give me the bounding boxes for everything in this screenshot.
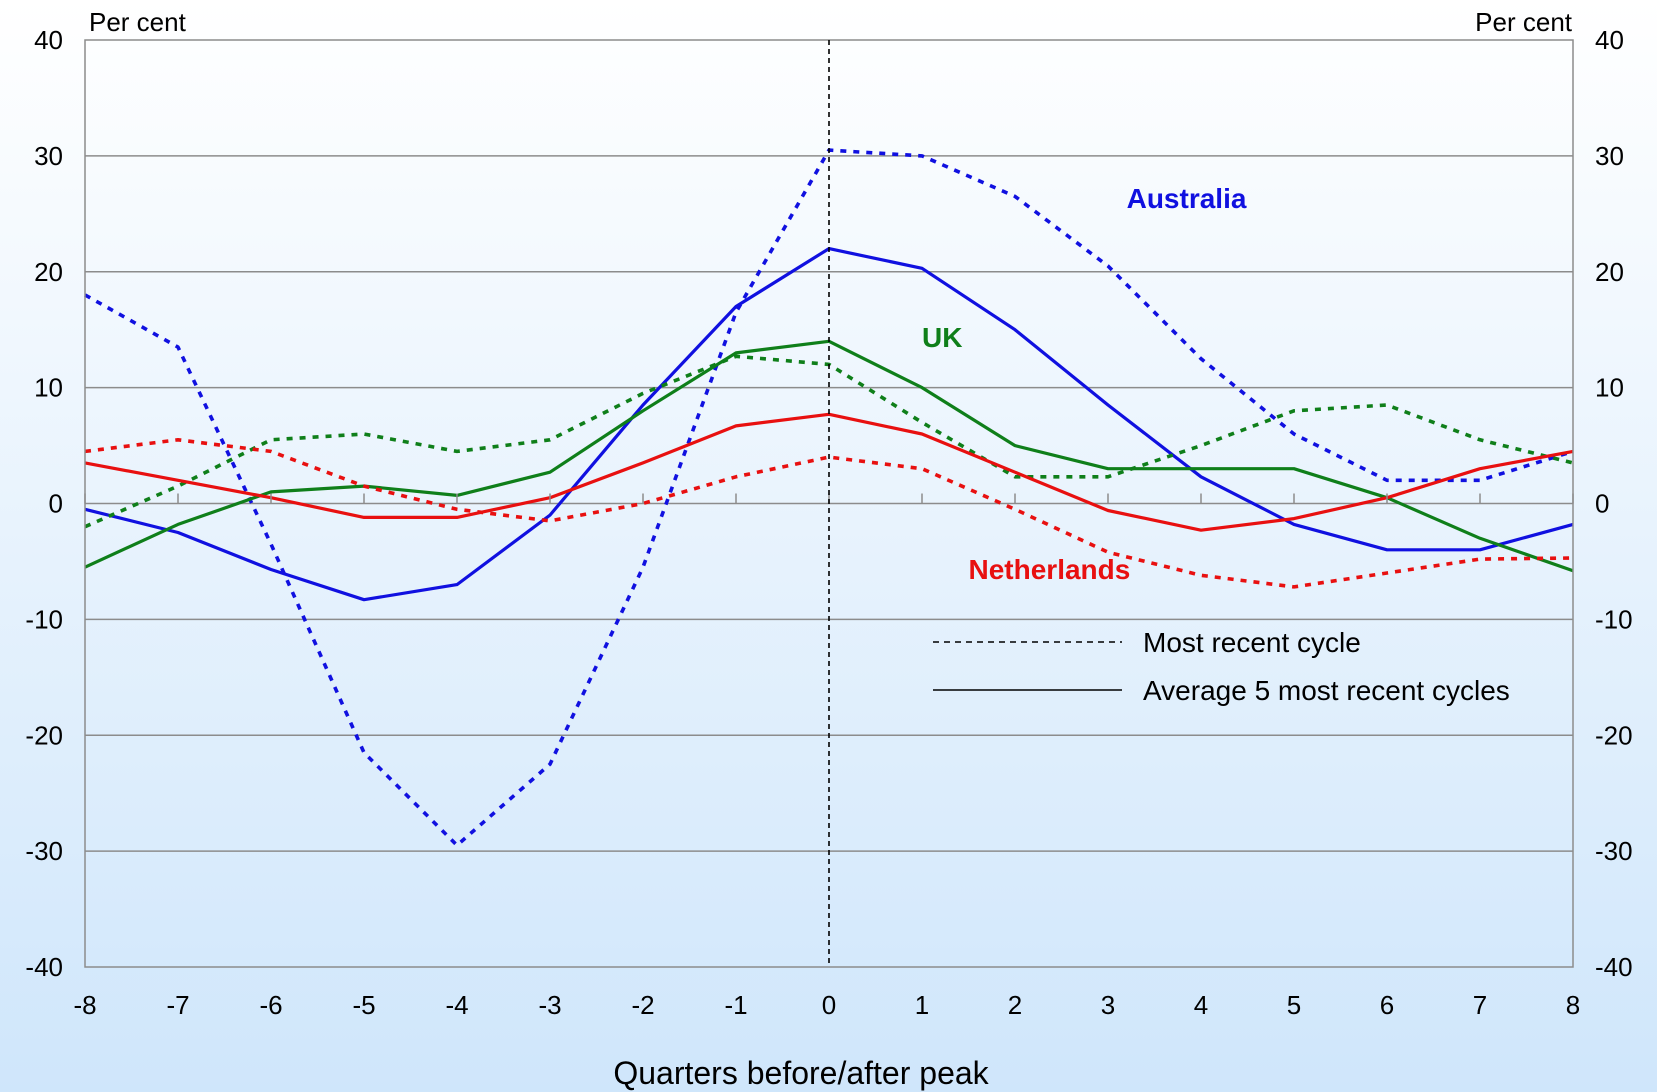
- y-tick-label-left: -30: [25, 836, 63, 866]
- labels: Per cent Per cent Quarters before/after …: [89, 7, 1573, 1091]
- x-tick-label: 1: [915, 990, 929, 1020]
- ylabel-left: Per cent: [89, 7, 187, 37]
- x-tick-label: -5: [352, 990, 375, 1020]
- y-tick-label-right: 10: [1595, 373, 1624, 403]
- x-tick-label: 6: [1380, 990, 1394, 1020]
- x-axis-label: Quarters before/after peak: [613, 1055, 989, 1091]
- x-tick-label: -3: [538, 990, 561, 1020]
- y-tick-label-left: 40: [34, 25, 63, 55]
- x-tick-label: 3: [1101, 990, 1115, 1020]
- y-tick-label-right: -30: [1595, 836, 1633, 866]
- x-tick-label: -2: [631, 990, 654, 1020]
- y-tick-label-left: -40: [25, 952, 63, 982]
- x-tick-label: -7: [166, 990, 189, 1020]
- legend-entry-label: Most recent cycle: [1143, 627, 1361, 658]
- y-tick-label-left: -10: [25, 604, 63, 634]
- legend-entry-label: Average 5 most recent cycles: [1143, 675, 1510, 706]
- series-label-uk: UK: [922, 322, 962, 353]
- y-tick-label-right: 40: [1595, 25, 1624, 55]
- series-line-netherlands-average: [84, 412, 1574, 532]
- y-tick-label-right: 30: [1595, 141, 1624, 171]
- y-tick-label-left: 0: [49, 489, 63, 519]
- x-tick-label: 0: [822, 990, 836, 1020]
- x-tick-label: 2: [1008, 990, 1022, 1020]
- x-tick-label: 5: [1287, 990, 1301, 1020]
- x-tick-label: 4: [1194, 990, 1208, 1020]
- y-tick-label-right: -20: [1595, 720, 1633, 750]
- y-tick-label-left: -20: [25, 720, 63, 750]
- x-tick-label: 8: [1566, 990, 1580, 1020]
- y-tick-label-right: -40: [1595, 952, 1633, 982]
- y-tick-label-right: 0: [1595, 489, 1609, 519]
- x-tick-label: -6: [259, 990, 282, 1020]
- ylabel-right: Per cent: [1475, 7, 1573, 37]
- legend: Most recent cycle Average 5 most recent c…: [933, 627, 1510, 706]
- y-tick-label-right: 20: [1595, 257, 1624, 287]
- y-tick-label-right: -10: [1595, 604, 1633, 634]
- series-label-netherlands: Netherlands: [969, 554, 1131, 585]
- x-tick-label: -8: [73, 990, 96, 1020]
- x-tick-label: 7: [1473, 990, 1487, 1020]
- y-tick-label-left: 30: [34, 141, 63, 171]
- x-tick-label: -4: [445, 990, 468, 1020]
- x-tick-label: -1: [724, 990, 747, 1020]
- y-tick-label-left: 10: [34, 373, 63, 403]
- y-tick-label-left: 20: [34, 257, 63, 287]
- series-label-australia: Australia: [1127, 183, 1247, 214]
